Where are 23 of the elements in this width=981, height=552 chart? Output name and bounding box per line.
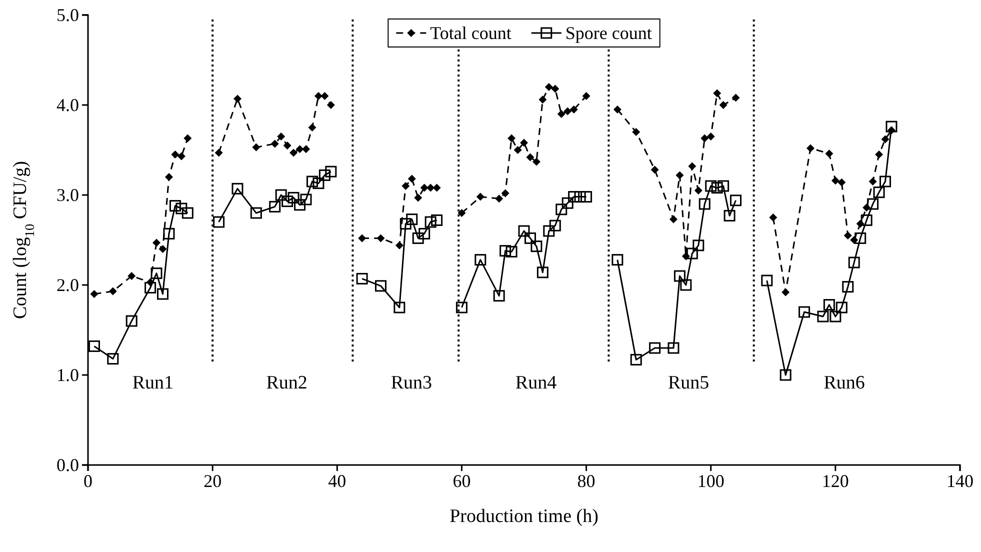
legend-label: Spore count bbox=[565, 23, 652, 43]
annotation: Run3 bbox=[390, 372, 432, 394]
x-tick-label: 40 bbox=[328, 470, 346, 491]
y-tick-label: 2.0 bbox=[56, 274, 79, 295]
x-tick-label: 100 bbox=[697, 470, 724, 491]
annotation: Run5 bbox=[668, 372, 710, 394]
annotation: Run4 bbox=[515, 372, 558, 394]
annotation: Run2 bbox=[266, 372, 308, 394]
x-tick-label: 120 bbox=[822, 470, 849, 491]
legend-label: Total count bbox=[430, 23, 512, 43]
x-tick-label: 60 bbox=[452, 470, 471, 491]
y-tick-label: 0.0 bbox=[56, 454, 79, 475]
y-tick-label: 5.0 bbox=[56, 4, 79, 25]
y-tick-label: 1.0 bbox=[56, 364, 79, 385]
annotation: Run1 bbox=[132, 372, 174, 394]
x-tick-label: 80 bbox=[577, 470, 596, 491]
x-axis-title: Production time (h) bbox=[450, 506, 598, 527]
y-tick-label: 4.0 bbox=[56, 94, 79, 115]
x-tick-label: 140 bbox=[946, 470, 974, 491]
x-tick-label: 0 bbox=[84, 470, 92, 491]
y-tick-label: 3.0 bbox=[56, 184, 79, 205]
annotation: Run6 bbox=[824, 372, 865, 394]
x-tick-label: 20 bbox=[204, 470, 222, 491]
